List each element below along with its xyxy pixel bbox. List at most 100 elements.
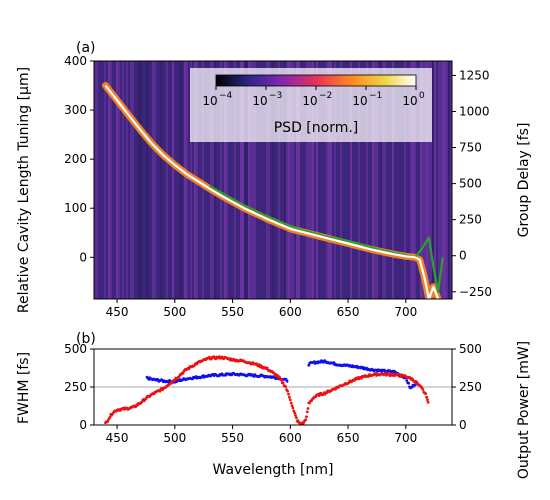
heatmap-column [232, 61, 234, 299]
heatmap-column [218, 61, 220, 299]
output-power-point [187, 367, 191, 371]
heatmap-column [302, 61, 304, 299]
heatmap-column [324, 61, 326, 299]
output-power-point [290, 404, 294, 408]
heatmap-column [214, 61, 216, 299]
heatmap-column [130, 61, 132, 299]
heatmap-column [304, 61, 306, 299]
colorbar-tick-exponent: −1 [369, 91, 382, 101]
heatmap-column [364, 61, 366, 299]
colorbar-tick-label: 10 [402, 94, 417, 108]
heatmap-column [448, 61, 450, 299]
heatmap-column [316, 61, 318, 299]
heatmap-column [102, 61, 104, 299]
y-right-tick-label: 0 [459, 418, 467, 432]
panel-b-ylabel-right: Output Power [mW] [516, 341, 532, 479]
heatmap-column [296, 61, 298, 299]
heatmap-column [228, 61, 230, 299]
fwhm-point [285, 379, 289, 383]
heatmap-column [340, 61, 342, 299]
heatmap-column [202, 61, 204, 299]
heatmap-column [338, 61, 340, 299]
heatmap-column [186, 61, 188, 299]
heatmap-column [362, 61, 364, 299]
output-power-point [425, 395, 428, 399]
heatmap-column [272, 61, 274, 299]
y-right-tick-label: −250 [459, 285, 492, 299]
heatmap-column [258, 61, 260, 299]
heatmap-column [274, 61, 276, 299]
heatmap-column [238, 61, 240, 299]
x-tick-label: 550 [221, 431, 244, 445]
heatmap-column [176, 61, 178, 299]
x-tick-label: 450 [106, 305, 129, 319]
heatmap-column [254, 61, 256, 299]
heatmap-column [98, 61, 100, 299]
heatmap-column [348, 61, 350, 299]
y-right-tick-label: 0 [459, 249, 467, 263]
heatmap-column [204, 61, 206, 299]
heatmap-column [436, 61, 438, 299]
heatmap-column [182, 61, 184, 299]
heatmap-column [380, 61, 382, 299]
heatmap-column [156, 61, 158, 299]
heatmap-column [402, 61, 404, 299]
heatmap-column [106, 61, 108, 299]
output-power-point [292, 409, 296, 413]
heatmap-column [382, 61, 384, 299]
heatmap-column [282, 61, 284, 299]
heatmap-column [330, 61, 332, 299]
heatmap-column [144, 61, 146, 299]
x-tick-label: 650 [337, 305, 360, 319]
heatmap-column [370, 61, 372, 299]
heatmap-column [342, 61, 344, 299]
heatmap-column [264, 61, 266, 299]
colorbar-tick-label: 10 [302, 94, 317, 108]
output-power-point [426, 398, 429, 402]
heatmap-column [250, 61, 252, 299]
heatmap-column [322, 61, 324, 299]
heatmap-column [308, 61, 310, 299]
y-tick-label: 0 [79, 250, 87, 264]
heatmap-column [94, 61, 96, 299]
output-power-point [306, 407, 310, 410]
fwhm-point [407, 381, 410, 385]
heatmap-column [180, 61, 182, 299]
heatmap-column [428, 61, 430, 299]
output-power-point [281, 381, 285, 385]
heatmap-column [280, 61, 282, 299]
heatmap-column [336, 61, 338, 299]
heatmap-column [114, 61, 116, 299]
heatmap-column [230, 61, 232, 299]
output-power-point [280, 378, 283, 382]
heatmap-column [434, 61, 436, 299]
colorbar-tick-label: 10 [352, 94, 367, 108]
heatmap-column [170, 61, 172, 299]
heatmap-column [430, 61, 432, 299]
colorbar-tick-label: 10 [202, 94, 217, 108]
y-right-tick-label: 250 [459, 213, 482, 227]
heatmap-column [146, 61, 148, 299]
heatmap-column [160, 61, 162, 299]
heatmap-column [418, 61, 420, 299]
colorbar-tick-exponent: 0 [419, 91, 425, 101]
output-power-point [289, 401, 293, 405]
panel-a: 10 −4 10 −3 10 −2 10 −1 10 0 PSD [norm.] 450 500 55… [16, 54, 532, 319]
heatmap-column [260, 61, 262, 299]
heatmap-column [334, 61, 336, 299]
heatmap-column [378, 61, 380, 299]
heatmap-column [288, 61, 290, 299]
heatmap-column [168, 61, 170, 299]
heatmap-column [158, 61, 160, 299]
heatmap-column [162, 61, 164, 299]
heatmap-column [410, 61, 412, 299]
heatmap-column [404, 61, 406, 299]
heatmap-column [174, 61, 176, 299]
heatmap-column [268, 61, 270, 299]
heatmap-column [208, 61, 210, 299]
heatmap-column [234, 61, 236, 299]
colorbar-ticks: 10 −4 10 −3 10 −2 10 −1 10 0 [202, 86, 425, 108]
y-tick-label: 100 [64, 201, 87, 215]
heatmap-column [154, 61, 156, 299]
heatmap-column [312, 61, 314, 299]
